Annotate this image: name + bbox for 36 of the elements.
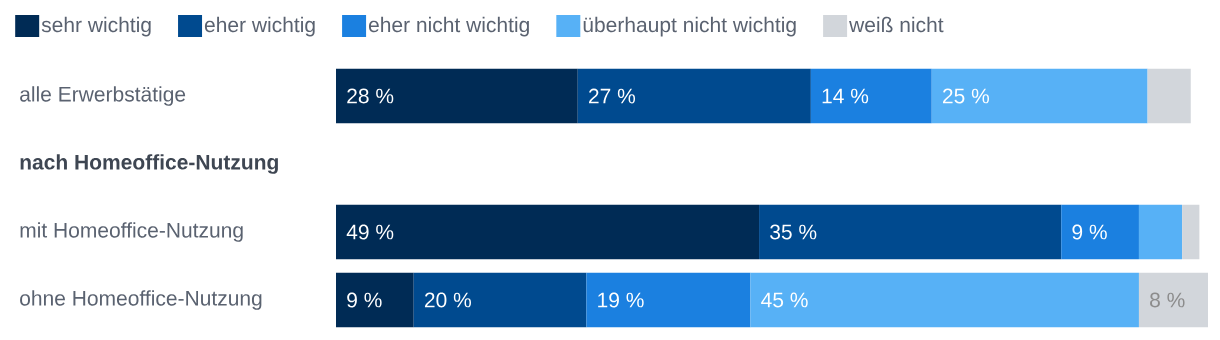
bar: [413, 272, 587, 328]
bar: [1138, 272, 1209, 328]
data-label: 9 %: [347, 292, 382, 308]
bar: [759, 204, 1062, 260]
bar: [810, 68, 932, 124]
data-label: 35 %: [770, 224, 817, 240]
bar: [931, 68, 1148, 124]
bar: [336, 204, 760, 260]
data-label: 20 %: [424, 292, 471, 308]
legend-label: eher nicht wichtig: [368, 16, 529, 37]
data-label: 49 %: [346, 224, 394, 240]
legend-label: eher wichtig: [204, 16, 315, 37]
bar: [1182, 204, 1200, 260]
legend-label: weiß nicht: [849, 16, 944, 33]
data-label: 14 %: [822, 88, 869, 104]
bar: [336, 68, 578, 124]
data-label: 19 %: [598, 292, 644, 308]
bar: [586, 272, 751, 328]
data-label: 28 %: [347, 88, 394, 104]
bar: [1061, 204, 1139, 260]
bar: [1147, 68, 1191, 124]
data-label: 27 %: [589, 88, 636, 104]
y-tick-label: alle Erwerbstätige: [20, 86, 186, 106]
data-label: 45 %: [761, 292, 808, 308]
data-label: 25 %: [943, 88, 990, 104]
bar: [336, 272, 414, 328]
legend-label: sehr wichtig: [41, 16, 151, 37]
bar: [577, 68, 811, 124]
bar: [1138, 204, 1183, 260]
bar: [750, 272, 1139, 328]
legend-label: überhaupt nicht wichtig: [583, 16, 796, 37]
data-label: 9 %: [1072, 224, 1107, 240]
y-tick-label: mit Homeoffice-Nutzung: [20, 222, 243, 242]
data-label: 8 %: [1150, 292, 1185, 308]
y-tick-label: nach Homeoffice-Nutzung: [20, 154, 278, 174]
y-tick-label: ohne Homeoffice-Nutzung: [20, 290, 262, 310]
